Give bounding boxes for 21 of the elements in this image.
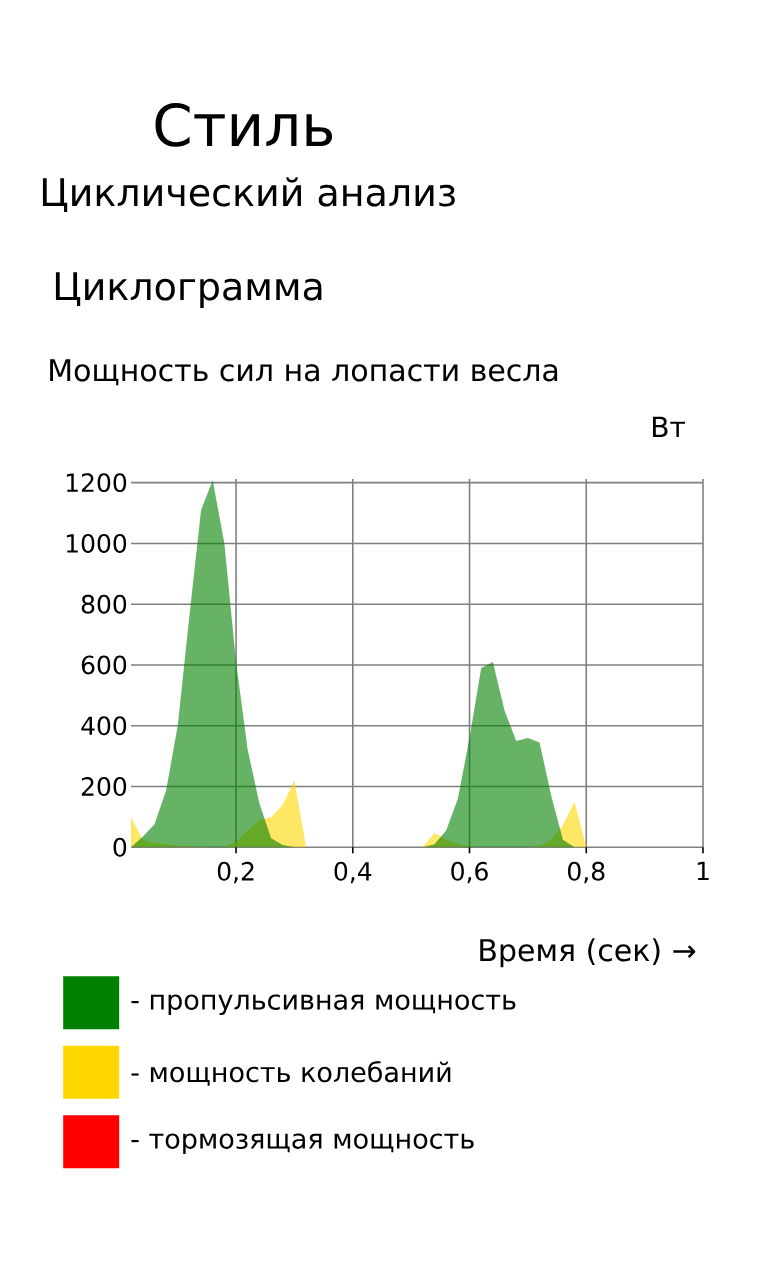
y-tick-label: 200 [81, 777, 127, 796]
x-axis-title: Время (сек) → [480, 938, 696, 968]
legend-label: - тормозящая мощность [131, 1133, 474, 1155]
text: Циклический анализ [42, 177, 455, 212]
y-axis-title: Вт [653, 416, 685, 438]
x-tick-label: 0,6 [451, 861, 488, 884]
chart-title: Циклограмма [55, 272, 322, 308]
y-tick-label: 1000 [66, 533, 127, 553]
x-tick-label: 0,2 [217, 861, 254, 884]
x-tick-label: 1 [697, 861, 709, 881]
chart-subtitle: Мощность сил на лопасти весла [50, 359, 558, 386]
y-tick-label: 800 [81, 594, 127, 614]
x-tick-label: 0,4 [334, 861, 372, 884]
y-tick-label: 0 [113, 837, 127, 857]
y-tick-label: 400 [81, 716, 127, 736]
legend-label: - мощность колебаний [131, 1060, 451, 1086]
text: Стиль [155, 102, 333, 147]
y-tick-label: 600 [81, 655, 127, 675]
y-tick-label: 1200 [66, 473, 127, 493]
x-tick-label: 0,8 [568, 861, 605, 884]
legend-label: - пропульсивная мощность [131, 994, 516, 1016]
